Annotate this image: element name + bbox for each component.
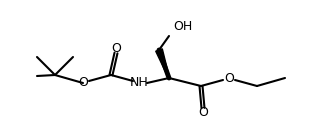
Text: OH: OH bbox=[173, 21, 192, 34]
Polygon shape bbox=[156, 49, 170, 78]
Text: NH: NH bbox=[130, 76, 148, 90]
Text: O: O bbox=[224, 71, 234, 84]
Text: O: O bbox=[198, 107, 208, 120]
Text: O: O bbox=[111, 42, 121, 55]
Text: O: O bbox=[78, 76, 88, 90]
